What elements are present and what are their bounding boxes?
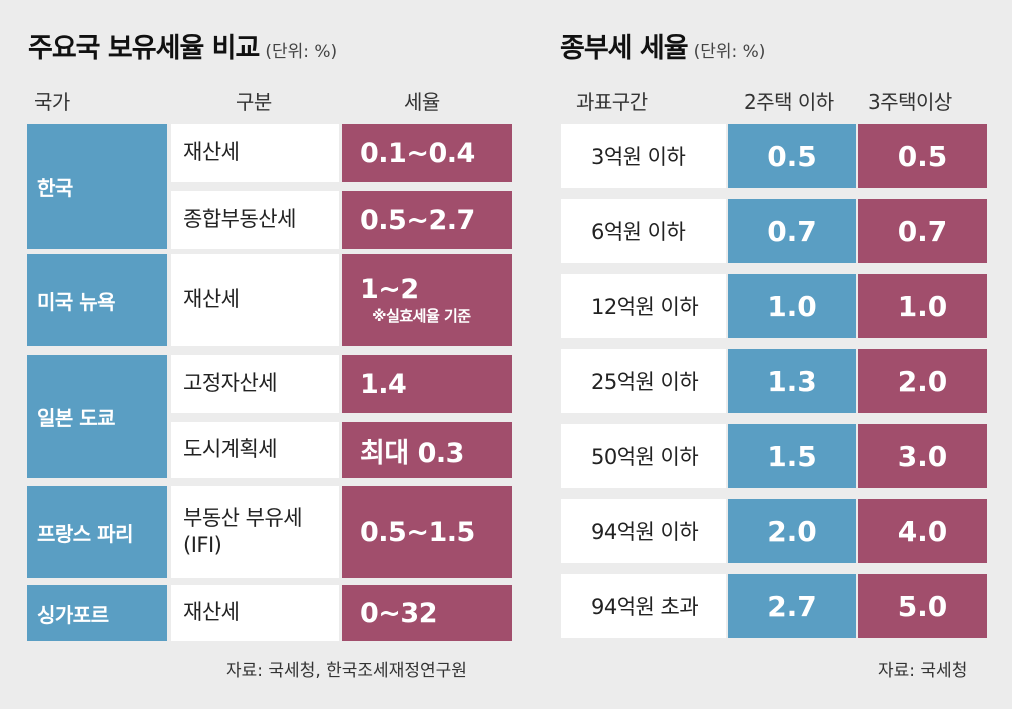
bracket-cell: 3억원 이하 bbox=[561, 124, 726, 188]
header-country: 국가 bbox=[34, 90, 70, 114]
rate-value: 0.5~2.7 bbox=[360, 204, 475, 236]
header-rate: 세율 bbox=[404, 90, 440, 114]
country-cell: 미국 뉴욕 bbox=[27, 254, 167, 346]
kind-cell: 재산세 bbox=[171, 585, 339, 641]
two-or-less-rate: 2.0 bbox=[728, 499, 856, 563]
two-or-less-rate: 1.0 bbox=[728, 274, 856, 338]
bracket-cell: 6억원 이하 bbox=[561, 199, 726, 263]
right-unit: (단위: %) bbox=[693, 42, 766, 62]
rate-value: 0~32 bbox=[360, 597, 437, 629]
rate-cell: 0.5~2.7 bbox=[342, 191, 512, 249]
rate-value: 1.4 bbox=[360, 368, 407, 400]
rate-cell: 0~32 bbox=[342, 585, 512, 641]
rate-cell: 1.4 bbox=[342, 355, 512, 413]
rate-value: 0.1~0.4 bbox=[360, 137, 475, 169]
bracket-cell: 50억원 이하 bbox=[561, 424, 726, 488]
rate-cell: 1~2 ※실효세율 기준 bbox=[342, 254, 512, 346]
kind-cell: 고정자산세 bbox=[171, 355, 339, 413]
kind-cell: 재산세 bbox=[171, 124, 339, 182]
country-cell: 한국 bbox=[27, 124, 167, 249]
rate-cell: 0.1~0.4 bbox=[342, 124, 512, 182]
bracket-cell: 94억원 이하 bbox=[561, 499, 726, 563]
country-cell: 프랑스 파리 bbox=[27, 486, 167, 578]
right-title-row: 종부세 세율 (단위: %) bbox=[560, 26, 765, 65]
country-cell: 일본 도쿄 bbox=[27, 355, 167, 478]
bracket-cell: 25억원 이하 bbox=[561, 349, 726, 413]
three-or-more-rate: 0.5 bbox=[858, 124, 987, 188]
header-kind: 구분 bbox=[236, 90, 272, 114]
rate-cell: 0.5~1.5 bbox=[342, 486, 512, 578]
left-title: 주요국 보유세율 비교 bbox=[28, 33, 260, 64]
header-bracket: 과표구간 bbox=[576, 90, 648, 114]
right-title: 종부세 세율 bbox=[560, 33, 689, 64]
left-source: 자료: 국세청, 한국조세재정연구원 bbox=[226, 661, 467, 681]
rate-value: 0.5~1.5 bbox=[360, 516, 475, 548]
three-or-more-rate: 0.7 bbox=[858, 199, 987, 263]
rate-value: 1~2 bbox=[360, 274, 419, 305]
rate-value: 최대 0.3 bbox=[360, 437, 464, 469]
bracket-cell: 12억원 이하 bbox=[561, 274, 726, 338]
three-or-more-rate: 2.0 bbox=[858, 349, 987, 413]
two-or-less-rate: 2.7 bbox=[728, 574, 856, 638]
kind-cell: 부동산 부유세 (IFI) bbox=[171, 486, 339, 578]
two-or-less-rate: 0.7 bbox=[728, 199, 856, 263]
two-or-less-rate: 1.5 bbox=[728, 424, 856, 488]
rate-note: ※실효세율 기준 bbox=[372, 307, 471, 325]
rate-cell: 최대 0.3 bbox=[342, 422, 512, 478]
header-two-or-less: 2주택 이하 bbox=[744, 90, 834, 114]
two-or-less-rate: 1.3 bbox=[728, 349, 856, 413]
left-unit: (단위: %) bbox=[265, 42, 338, 62]
kind-cell: 재산세 bbox=[171, 254, 339, 346]
three-or-more-rate: 4.0 bbox=[858, 499, 987, 563]
country-cell: 싱가포르 bbox=[27, 585, 167, 641]
two-or-less-rate: 0.5 bbox=[728, 124, 856, 188]
kind-cell: 종합부동산세 bbox=[171, 191, 339, 249]
three-or-more-rate: 3.0 bbox=[858, 424, 987, 488]
kind-cell: 도시계획세 bbox=[171, 422, 339, 478]
bracket-cell: 94억원 초과 bbox=[561, 574, 726, 638]
header-three-or-more: 3주택이상 bbox=[868, 90, 952, 114]
right-source: 자료: 국세청 bbox=[878, 661, 968, 681]
left-title-row: 주요국 보유세율 비교 (단위: %) bbox=[28, 26, 337, 65]
three-or-more-rate: 5.0 bbox=[858, 574, 987, 638]
three-or-more-rate: 1.0 bbox=[858, 274, 987, 338]
